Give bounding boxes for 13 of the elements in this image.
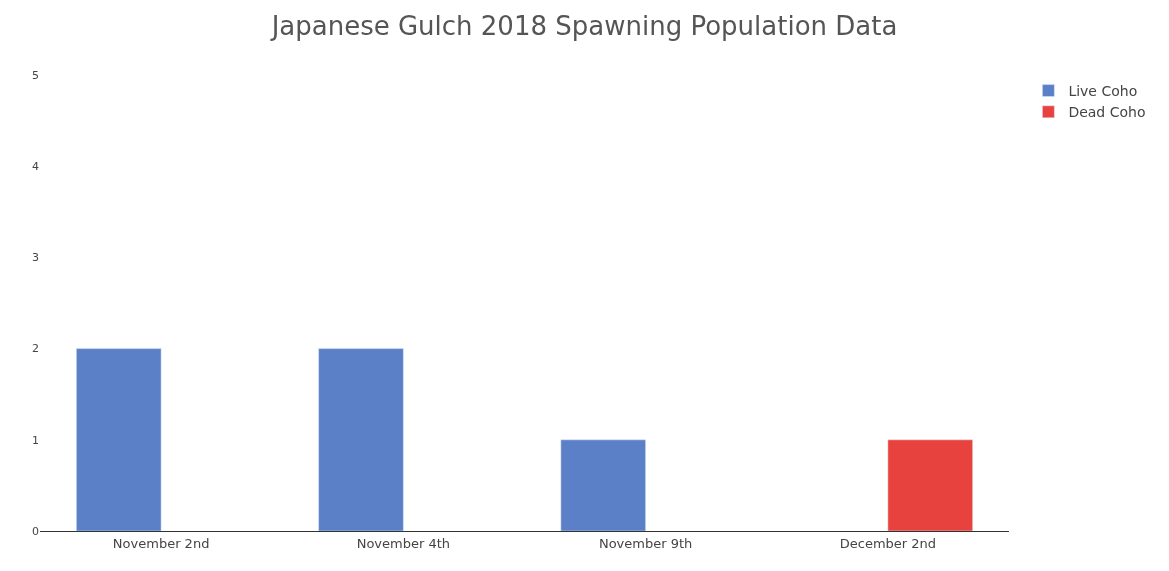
x-tick-label: November 4th: [356, 535, 451, 551]
x-tick-label: December 2nd: [839, 535, 937, 551]
x-tick-label: November 2nd: [112, 535, 210, 551]
y-tick-label: 2: [32, 342, 39, 356]
legend-label: Live Coho: [1068, 83, 1138, 100]
y-tick-label: 1: [32, 433, 39, 447]
y-tick-label: 4: [32, 160, 39, 174]
y-tick-label: 0: [32, 524, 39, 538]
x-tick-label: November 9th: [598, 535, 693, 551]
legend-label: Dead Coho: [1068, 104, 1146, 121]
y-tick-label: 5: [32, 68, 39, 82]
chart-title: Japanese Gulch 2018 Spawning Population Data: [269, 11, 898, 42]
y-tick-label: 3: [32, 251, 39, 265]
